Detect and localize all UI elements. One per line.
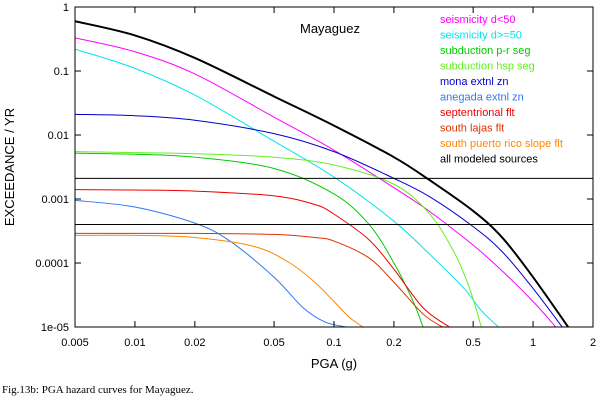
y-tick-label: 1 (63, 2, 69, 14)
x-tick-label: 0.2 (386, 337, 401, 349)
legend-entry: seismicity d<50 (440, 14, 516, 26)
series-line (75, 20, 569, 327)
legend-entry: septentrional flt (440, 107, 515, 119)
series-line (75, 37, 557, 327)
x-tick-label: 0.05 (263, 337, 284, 349)
chart-title: Mayaguez (300, 21, 360, 36)
y-tick-label: 0.01 (48, 130, 69, 142)
series-line (75, 48, 499, 327)
series-line (75, 151, 482, 327)
x-tick-label: 0.5 (465, 337, 480, 349)
x-tick-label: 0.01 (124, 337, 145, 349)
x-tick-label: 0.005 (61, 337, 89, 349)
legend-entry: subduction hsp seg (440, 61, 535, 73)
legend-entry: south puerto rico slope flt (440, 138, 563, 150)
y-axis-label: EXCEEDANCE / YR (2, 108, 17, 226)
legend-entry: mona extnl zn (440, 76, 508, 88)
x-tick-label: 1 (530, 337, 536, 349)
legend-entry: seismicity d>=50 (440, 30, 522, 42)
y-tick-label: 0.001 (41, 194, 69, 206)
legend-entry: subduction p-r seg (440, 45, 531, 57)
y-tick-label: 0.0001 (35, 258, 69, 270)
series-line (75, 189, 450, 327)
series-line (75, 232, 443, 327)
legend-entry: south lajas flt (440, 123, 504, 135)
x-axis-label: PGA (g) (311, 356, 357, 371)
x-tick-label: 0.02 (184, 337, 205, 349)
series-line (75, 234, 364, 327)
legend: seismicity d<50 seismicity d>=50 subductio… (440, 14, 563, 166)
x-tick-label: 0.1 (326, 337, 341, 349)
x-tick-label: 2 (590, 337, 596, 349)
series-line (75, 199, 347, 327)
series-line (75, 152, 424, 327)
figure-caption: Fig.13b: PGA hazard curves for Mayaguez. (2, 384, 194, 396)
legend-entry: anegada extnl zn (440, 92, 524, 104)
y-tick-label: 1e-05 (41, 322, 69, 334)
legend-entry: all modeled sources (440, 154, 538, 166)
y-tick-label: 0.1 (54, 66, 69, 78)
